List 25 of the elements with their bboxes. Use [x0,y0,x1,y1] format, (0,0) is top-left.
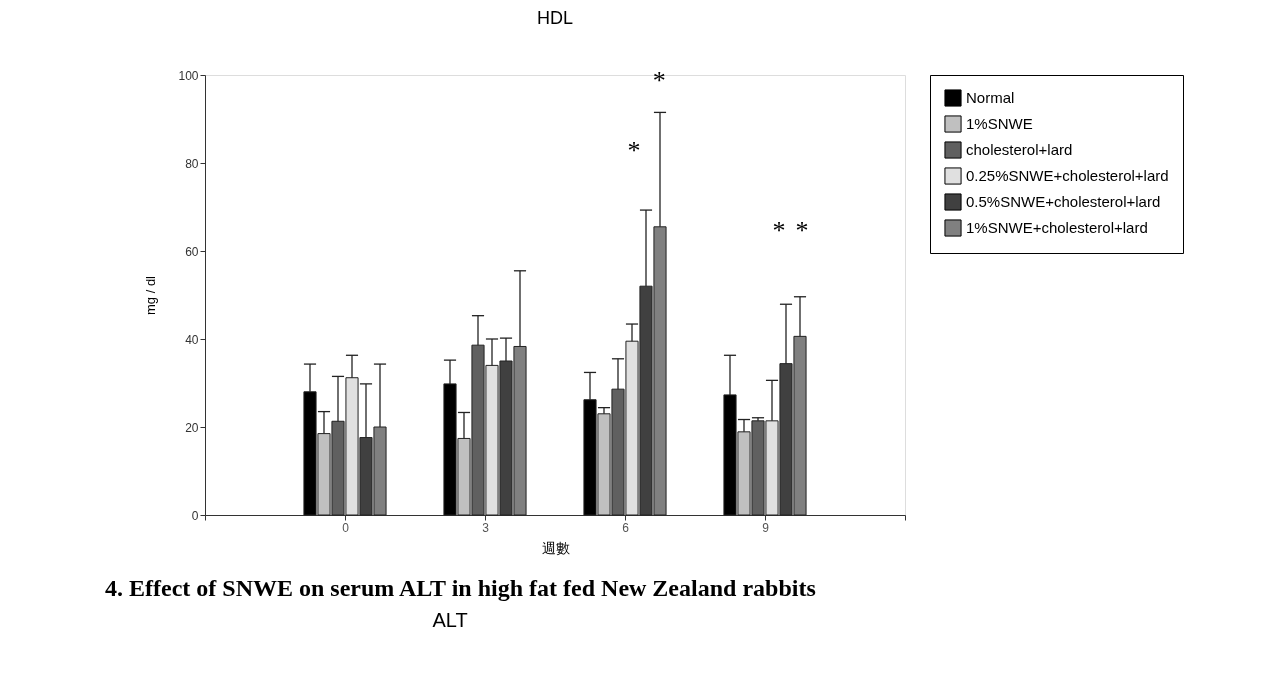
x-tick-label: 9 [762,520,770,535]
legend-label: 1%SNWE+cholesterol+lard [966,219,1148,236]
text: ALT [432,609,468,631]
y-tick-label: 20 [185,420,199,435]
x-tick-label: 3 [482,520,490,535]
legend-label: 1%SNWE [966,115,1033,132]
annotation: * [795,215,809,245]
y-axis-title: mg / dl [143,275,159,316]
x-tick-label: 6 [622,520,630,535]
legend-label: cholesterol+lard [966,141,1073,158]
legend-label: 0.5%SNWE+cholesterol+lard [966,193,1161,210]
y-tick-label: 40 [185,332,199,347]
y-tick-label: 0 [191,508,199,523]
legend-label: Normal [966,89,1015,106]
annotation: * [652,66,666,95]
y-tick-label: 100 [178,68,199,83]
annotation: * [772,215,786,245]
legend-label: 0.25%SNWE+cholesterol+lard [966,167,1169,184]
x-tick-label: 0 [342,520,350,535]
text: 4. Effect of SNWE on serum ALT in high fat fed New Zealand rabbits [105,575,816,601]
chart-title: HDL [536,8,574,28]
x-axis-title: 週數 [541,539,570,556]
annotation: * [627,136,641,166]
y-tick-label: 60 [185,244,199,259]
y-tick-label: 80 [185,156,199,171]
